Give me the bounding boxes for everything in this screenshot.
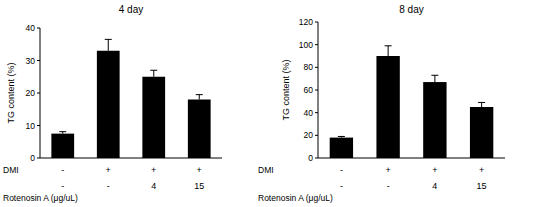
treatment-value: 15 — [477, 181, 487, 191]
error-bar — [385, 46, 392, 56]
y-tick-label: 0 — [308, 153, 313, 163]
treatment-value: + — [197, 165, 202, 175]
y-tick-label: 10 — [26, 121, 36, 131]
bar — [142, 77, 165, 158]
chart-title: 4 day — [119, 4, 143, 15]
treatment-value: + — [106, 165, 111, 175]
y-axis-label: TG content (%) — [281, 59, 291, 120]
chart-panel: 8 day TG content (%) 0 20 40 60 80 100 120 DMI - + +… — [258, 4, 505, 203]
bars — [330, 46, 494, 158]
y-tick-label: 30 — [26, 56, 36, 66]
error-bar — [150, 70, 157, 77]
y-tick-label: 40 — [26, 23, 36, 33]
bar — [376, 56, 399, 158]
treatment-value: 4 — [151, 181, 156, 191]
error-bar — [196, 95, 203, 100]
treatment-value: + — [432, 165, 437, 175]
bar — [423, 82, 446, 158]
x-axis-line — [40, 158, 222, 159]
treatment-value: + — [479, 165, 484, 175]
y-tick-label: 100 — [299, 40, 313, 50]
bar — [330, 138, 353, 158]
bars — [51, 39, 210, 158]
figure: 4 dayTG content (%)010203040DMI-+++Roten… — [0, 0, 540, 207]
bar — [97, 51, 120, 158]
y-tick-label: 20 — [304, 130, 314, 140]
error-bar — [478, 102, 485, 107]
chart-title: 8 day — [399, 4, 423, 15]
y-axis-line — [40, 28, 41, 158]
y-axis-line — [318, 22, 319, 158]
y-axis-label: TG content (%) — [6, 62, 16, 123]
treatment-value: - — [340, 165, 343, 175]
treatment-value: + — [385, 165, 390, 175]
treatment-value: 15 — [194, 181, 204, 191]
treatment-label: DMI — [3, 165, 19, 175]
treatment-value: + — [151, 165, 156, 175]
y-tick-label: 120 — [299, 17, 313, 27]
treatment-value: - — [107, 181, 110, 191]
y-tick-label: 80 — [304, 62, 314, 72]
y-tick-label: 40 — [304, 108, 314, 118]
bar — [51, 134, 74, 158]
error-bar — [338, 136, 345, 137]
treatment-label: DMI — [258, 165, 274, 175]
treatment-label: Rotenosin A (μg/uL) — [3, 193, 78, 203]
treatment-value: - — [387, 181, 390, 191]
treatment-value: - — [61, 165, 64, 175]
y-tick-label: 20 — [26, 88, 36, 98]
chart-panel: 4 day TG content (%) 0 10 20 30 40 DMI - + + + Roten… — [3, 4, 222, 203]
bar — [188, 100, 211, 159]
treatment-value: 4 — [432, 181, 437, 191]
error-bar — [431, 75, 438, 82]
treatment-value: - — [61, 181, 64, 191]
y-tick-label: 60 — [304, 85, 314, 95]
treatment-label: Rotenosin A (μg/uL) — [258, 193, 333, 203]
error-bar — [105, 39, 112, 50]
y-tick-label: 0 — [30, 153, 35, 163]
treatment-value: - — [340, 181, 343, 191]
x-axis-line — [318, 158, 505, 159]
error-bar — [59, 132, 66, 134]
bar — [470, 107, 493, 158]
